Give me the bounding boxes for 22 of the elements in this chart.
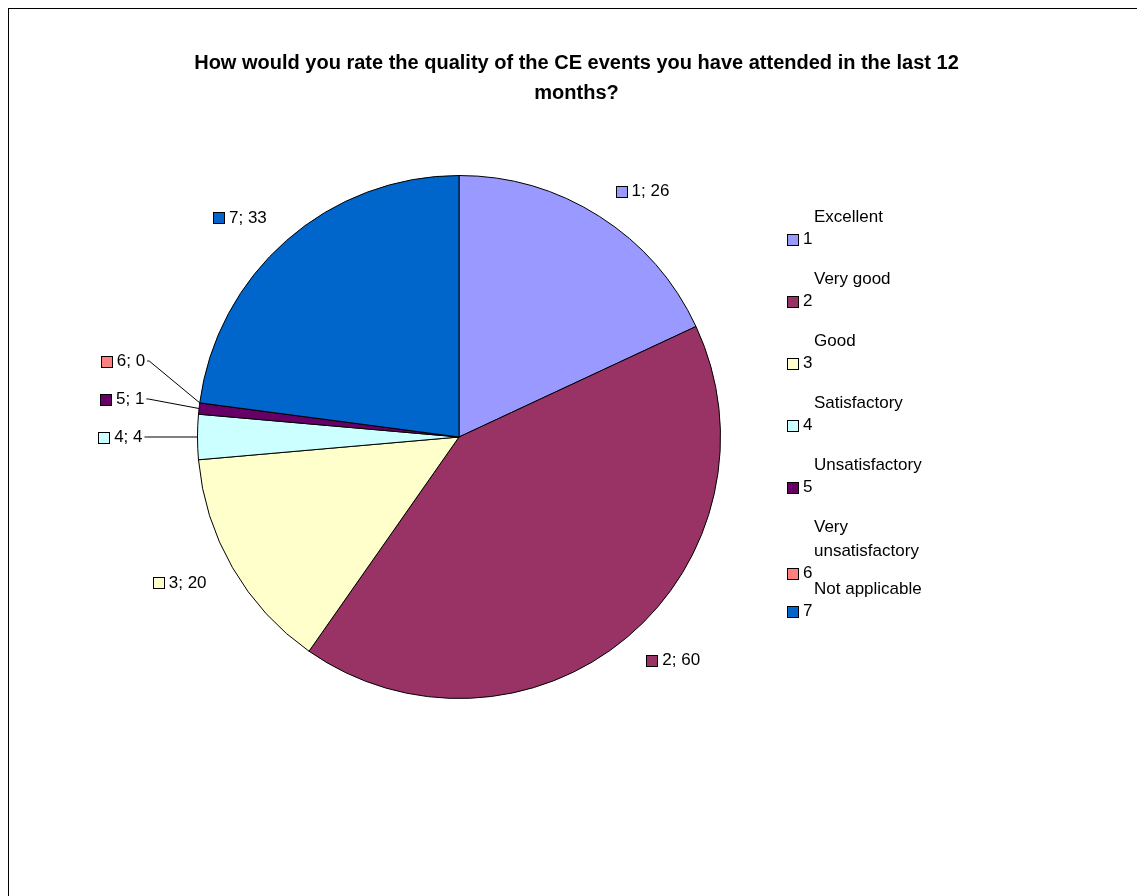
data-label: 3; 20 (168, 572, 207, 592)
text: 6; 0 (116, 351, 146, 370)
legend-label: 4 (803, 415, 813, 434)
chart-title: How would you rate the quality of the CE events you have attended in the last 12 months? (193, 50, 960, 105)
legend-label: 7 (803, 601, 813, 620)
legend-label: 1 (803, 229, 813, 248)
data-label: 1; 26 (631, 181, 670, 201)
text: Very unsatisfactory (814, 516, 920, 562)
legend-label: 5 (803, 477, 813, 496)
data-label: 5; 1 (116, 389, 145, 408)
legend-label: 6 (803, 563, 813, 582)
legend-label: 2 (803, 291, 813, 310)
text: Excellent (814, 206, 884, 228)
text: Satisfactory (814, 392, 904, 414)
data-label: 2; 60 (662, 650, 701, 670)
legend-label: 3 (803, 353, 813, 372)
data-label: 4; 4 (114, 427, 143, 446)
text: Not applicable (814, 578, 923, 600)
text: Very good (814, 268, 892, 290)
text: Good (814, 330, 857, 352)
data-label: 7; 33 (229, 207, 267, 227)
text: Unsatisfactory (814, 454, 923, 476)
